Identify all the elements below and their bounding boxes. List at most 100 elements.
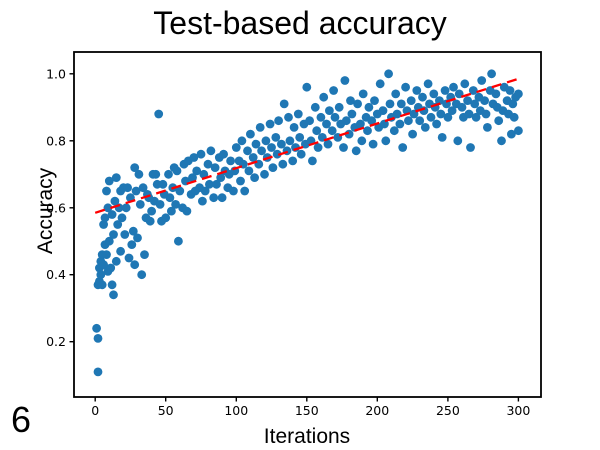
scatter-point [267,143,276,152]
scatter-point [370,96,379,105]
scatter-point [206,146,216,156]
scatter-point [435,96,444,105]
scatter-point [368,139,378,149]
scatter-point [167,206,176,216]
scatter-point [100,213,110,223]
scatter-point [447,106,457,115]
scatter-point [426,112,436,122]
scatter-point [164,169,173,179]
scatter-point [477,76,487,85]
scatter-point [107,280,117,290]
scatter-point [460,79,470,89]
scatter-point [174,236,183,246]
scatter-point [161,213,171,223]
scatter-point [322,119,331,129]
scatter-point [453,136,463,146]
scatter-point [99,220,108,229]
scatter-point [449,82,458,92]
scatter-point [440,86,450,95]
scatter-point [93,367,103,377]
scatter-point [243,146,252,156]
scatter-point [381,136,391,146]
scatter-point [196,149,206,159]
scatter-point [378,106,388,115]
scatter-point [99,260,108,270]
scatter-point [339,143,348,152]
scatter-point [464,109,474,119]
scatter-point [137,270,147,280]
scatter-point [260,169,269,179]
scatter-point [278,159,288,169]
scatter-point [375,79,385,89]
y-tick-label: 0.2 [46,334,66,349]
scatter-point [246,129,255,139]
scatter-point [432,119,441,129]
scatter-point [391,89,401,99]
scatter-point [470,99,480,109]
scatter-point [145,216,155,226]
scatter-point [437,133,447,142]
scatter-point [248,153,258,162]
scatter-point [104,176,114,186]
scatter-point [133,233,142,243]
scatter-point [231,143,241,152]
scatter-point [188,173,197,183]
scatter-point [251,139,261,149]
scatter-point [111,173,121,183]
y-tick-label: 1.0 [46,66,66,81]
scatter-point [288,156,298,166]
scatter-point [380,119,389,129]
scatter-point [341,116,351,126]
scatter-point [268,163,278,173]
x-axis-label: Iterations [263,425,351,448]
scatter-point [412,86,422,95]
scatter-point [130,260,140,270]
scatter-point [200,186,210,196]
y-tick-label: 0.4 [46,267,66,282]
scatter-point [138,183,148,193]
scatter-point [398,143,408,152]
scatter-point [93,334,103,343]
scatter-point [104,236,114,246]
scatter-point [404,116,413,126]
scatter-point [140,250,149,259]
scatter-point [347,109,357,119]
scatter-point [483,123,492,132]
scatter-point [102,250,111,259]
scatter-point [107,210,117,219]
scatter-point [401,82,410,92]
scatter-point [487,69,496,79]
scatter-point [279,99,289,109]
scatter-point [429,89,439,99]
x-tick-label: 200 [365,403,389,418]
scatter-point [131,186,141,196]
scatter-point [158,179,168,189]
scatter-point [175,186,185,196]
scatter-point [418,92,427,102]
scatter-point [192,166,202,176]
scatter-point [497,136,506,146]
scatter-point [384,69,393,79]
scatter-point [385,99,395,109]
scatter-point [514,89,523,99]
scatter-point [250,173,259,183]
scatter-point [135,200,145,209]
scatter-point [396,99,406,109]
scatter-point [312,126,322,136]
scatter-point [97,280,107,290]
scatter-point [209,193,219,203]
scatter-point [389,126,399,136]
scatter-point [323,139,333,149]
scatter-point [92,323,101,333]
scatter-point [302,82,312,92]
x-tick-label: 0 [91,403,99,418]
scatter-point [255,123,265,132]
scatter-point [319,92,329,102]
scatter-point [466,143,475,152]
scatter-point [96,270,106,280]
scatter-point [102,186,111,196]
scatter-point [351,146,361,156]
scatter-point [120,230,130,239]
scatter-point [236,176,245,186]
